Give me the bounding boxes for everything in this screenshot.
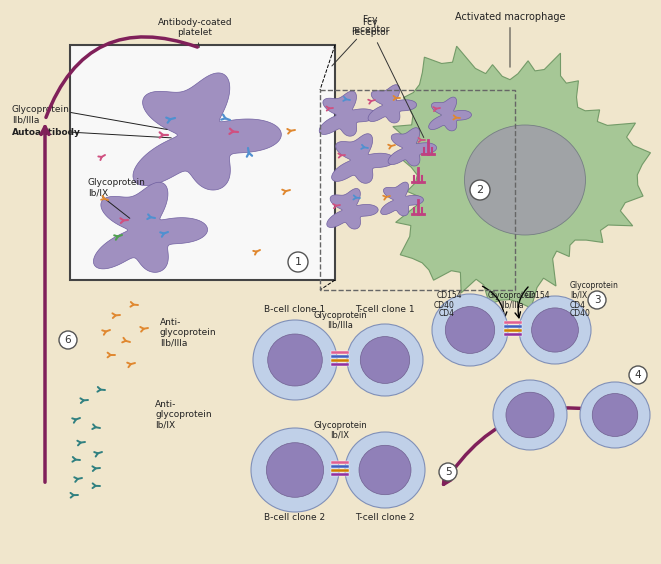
Text: Glycoprotein
IIb/IIIa: Glycoprotein IIb/IIIa: [313, 311, 367, 330]
Circle shape: [629, 366, 647, 384]
Text: 5: 5: [445, 467, 451, 477]
FancyArrowPatch shape: [41, 127, 49, 482]
Bar: [331, 351, 349, 354]
Text: CD154: CD154: [436, 291, 462, 300]
Text: CD40: CD40: [434, 301, 455, 310]
Text: 4: 4: [635, 370, 641, 380]
Text: Autoantibody: Autoantibody: [12, 128, 81, 137]
FancyArrowPatch shape: [444, 408, 633, 484]
Text: B-cell clone 1: B-cell clone 1: [264, 305, 326, 314]
Polygon shape: [388, 127, 436, 166]
Ellipse shape: [580, 382, 650, 448]
Ellipse shape: [432, 294, 508, 366]
Text: CD4: CD4: [439, 309, 455, 318]
Ellipse shape: [347, 324, 423, 396]
Text: Anti-
glycoprotein
IIb/IIIa: Anti- glycoprotein IIb/IIIa: [160, 318, 217, 348]
Text: Anti-
glycoprotein
Ib/IX: Anti- glycoprotein Ib/IX: [155, 400, 212, 430]
Bar: [504, 333, 522, 336]
Ellipse shape: [592, 394, 638, 437]
Text: Glycoprotein
IIb/IIIa: Glycoprotein IIb/IIIa: [488, 290, 537, 310]
Text: T-cell clone 2: T-cell clone 2: [355, 513, 414, 522]
Text: Glycoprotein
Ib/IX: Glycoprotein Ib/IX: [313, 421, 367, 440]
Circle shape: [288, 252, 308, 272]
Bar: [331, 359, 349, 362]
Ellipse shape: [359, 446, 411, 495]
Polygon shape: [327, 188, 378, 229]
Ellipse shape: [266, 443, 324, 497]
Ellipse shape: [251, 428, 339, 512]
Text: CD154: CD154: [525, 291, 551, 300]
Bar: [331, 355, 349, 358]
Ellipse shape: [493, 380, 567, 450]
Bar: [320, 90, 515, 290]
FancyArrowPatch shape: [46, 37, 198, 117]
Polygon shape: [319, 91, 376, 136]
Bar: [331, 469, 349, 472]
Ellipse shape: [446, 307, 494, 354]
Polygon shape: [368, 85, 416, 123]
Bar: [504, 321, 522, 324]
Circle shape: [588, 291, 606, 309]
Ellipse shape: [345, 432, 425, 508]
Text: Fcγ
receptor: Fcγ receptor: [332, 15, 389, 66]
Polygon shape: [429, 97, 471, 131]
Bar: [504, 325, 522, 328]
Polygon shape: [332, 134, 395, 183]
Bar: [504, 329, 522, 332]
Text: Glycoprotein
IIb/IIIa: Glycoprotein IIb/IIIa: [12, 105, 70, 125]
Polygon shape: [393, 46, 650, 308]
Text: 2: 2: [477, 185, 484, 195]
Ellipse shape: [465, 125, 586, 235]
Ellipse shape: [360, 337, 410, 384]
Text: Glycoprotein
Ib/IX: Glycoprotein Ib/IX: [570, 281, 619, 300]
Ellipse shape: [268, 334, 323, 386]
Polygon shape: [93, 182, 208, 272]
Bar: [331, 465, 349, 468]
Text: CD4: CD4: [570, 301, 586, 310]
Text: 3: 3: [594, 295, 600, 305]
Bar: [331, 461, 349, 464]
Text: 6: 6: [65, 335, 71, 345]
Ellipse shape: [519, 296, 591, 364]
Text: 1: 1: [295, 257, 301, 267]
Bar: [331, 473, 349, 476]
Ellipse shape: [506, 392, 554, 438]
Text: Activated macrophage: Activated macrophage: [455, 12, 565, 67]
Circle shape: [470, 180, 490, 200]
Circle shape: [439, 463, 457, 481]
Text: T-cell clone 1: T-cell clone 1: [355, 305, 415, 314]
Ellipse shape: [531, 308, 578, 352]
Text: CD40: CD40: [570, 309, 591, 318]
Circle shape: [59, 331, 77, 349]
Text: Fcγ
receptor: Fcγ receptor: [351, 18, 424, 138]
Text: B-cell clone 2: B-cell clone 2: [264, 513, 326, 522]
Polygon shape: [133, 73, 282, 190]
Bar: [70, 45, 335, 280]
Bar: [331, 363, 349, 366]
Ellipse shape: [253, 320, 337, 400]
Text: Antibody-coated
platelet: Antibody-coated platelet: [158, 18, 232, 47]
Polygon shape: [381, 182, 424, 216]
Text: Glycoprotein
Ib/IX: Glycoprotein Ib/IX: [88, 178, 146, 197]
